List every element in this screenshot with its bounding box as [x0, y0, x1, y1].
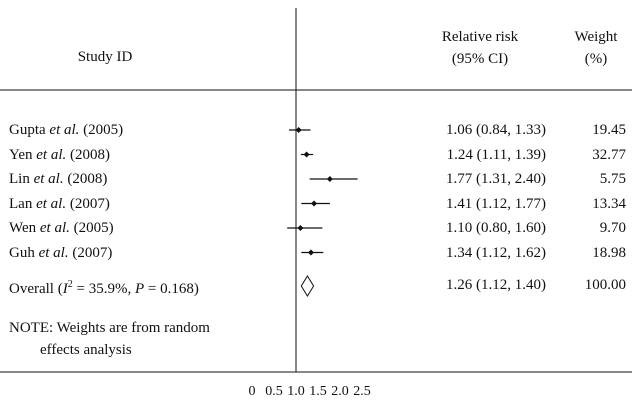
study-author: Lan: [9, 195, 37, 212]
study-year: (2008): [66, 146, 110, 163]
point-estimate-lan: [311, 200, 318, 207]
study-author: Lin: [9, 171, 34, 187]
study-year: (2007): [68, 244, 113, 261]
weight-yen: 32.77: [592, 146, 626, 163]
study-author: Wen: [9, 220, 40, 236]
header-weight-unit: (%): [584, 51, 608, 67]
point-estimate-lin: [326, 176, 333, 182]
point-estimate-gupta: [295, 127, 302, 133]
study-label-gupta: Gupta et al. (2005): [9, 121, 123, 139]
point-estimate-wen: [297, 225, 304, 231]
study-year: (2008): [63, 171, 108, 187]
ci-text-gupta: 1.06 (0.84, 1.33): [446, 122, 546, 138]
header-ci: (95% CI): [451, 51, 509, 67]
study-label-lan: Lan et al. (2007): [9, 195, 110, 213]
x-tick-label: 1.5: [309, 384, 327, 399]
header-weight: Weight: [574, 29, 618, 45]
weight-guh: 18.98: [592, 244, 626, 261]
study-etal: et al.: [38, 244, 69, 261]
study-label-yen: Yen et al. (2008): [9, 146, 110, 164]
study-etal: et al.: [36, 146, 67, 163]
study-year: (2007): [66, 195, 110, 212]
x-tick-label: 2.5: [353, 384, 371, 399]
x-tick-label: 0.5: [265, 384, 283, 399]
study-label-lin: Lin et al. (2008): [9, 170, 107, 188]
header-study-id: Study ID: [77, 49, 133, 65]
point-estimate-guh: [307, 249, 314, 256]
overall-ci-text: 1.26 (1.12, 1.40): [446, 277, 546, 293]
overall-diamond: [300, 275, 315, 297]
header-relative-risk: Relative risk: [441, 29, 519, 45]
ci-text-yen: 1.24 (1.11, 1.39): [446, 146, 546, 163]
study-etal: et al.: [36, 195, 67, 212]
study-year: (2005): [69, 220, 114, 236]
overall-weight: 100.00: [584, 277, 626, 293]
note-line-1: NOTE: Weights are from random: [9, 320, 210, 336]
ci-text-wen: 1.10 (0.80, 1.60): [446, 220, 546, 236]
point-estimate-yen: [303, 151, 310, 158]
weight-wen: 9.70: [599, 220, 626, 236]
study-author: Gupta: [9, 122, 50, 138]
study-label-wen: Wen et al. (2005): [9, 219, 114, 237]
x-tick-label: 2.0: [331, 384, 349, 399]
study-etal: et al.: [39, 220, 70, 236]
note-line-2: effects analysis: [40, 342, 132, 358]
weight-lin: 5.75: [599, 171, 626, 187]
study-label-guh: Guh et al. (2007): [9, 244, 112, 262]
study-year: (2005): [79, 122, 124, 138]
weight-gupta: 19.45: [592, 122, 626, 138]
study-author: Yen: [9, 146, 37, 163]
ci-text-lan: 1.41 (1.12, 1.77): [446, 195, 546, 212]
study-author: Guh: [9, 244, 39, 261]
study-etal: et al.: [49, 122, 80, 138]
x-tick-label: 1.0: [287, 384, 305, 399]
weight-lan: 13.34: [592, 195, 626, 212]
study-etal: et al.: [33, 171, 64, 187]
overall-label: Overall (I2 = 35.9%, P = 0.168): [9, 279, 199, 297]
ci-text-guh: 1.34 (1.12, 1.62): [446, 244, 546, 261]
ci-text-lin: 1.77 (1.31, 2.40): [446, 171, 546, 187]
x-tick-label: 0: [248, 384, 256, 399]
